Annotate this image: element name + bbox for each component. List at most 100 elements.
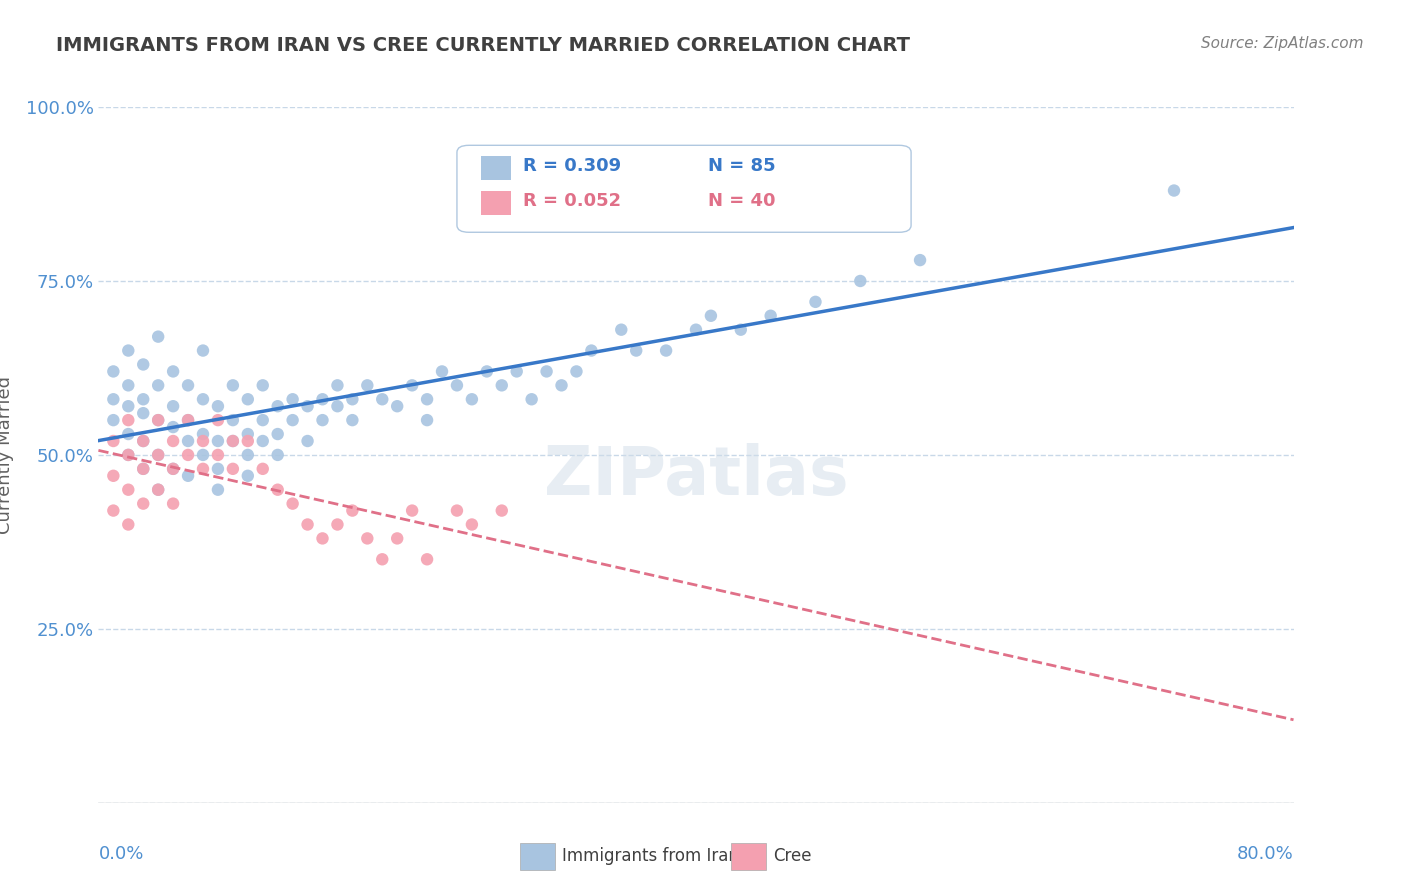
Point xyxy=(326,399,349,413)
Point xyxy=(148,483,170,497)
Point xyxy=(550,378,572,392)
Text: IMMIGRANTS FROM IRAN VS CREE CURRENTLY MARRIED CORRELATION CHART: IMMIGRANTS FROM IRAN VS CREE CURRENTLY M… xyxy=(56,36,910,54)
Point xyxy=(148,448,170,462)
Point xyxy=(565,364,588,378)
Point xyxy=(311,413,333,427)
Point xyxy=(117,517,139,532)
Point xyxy=(401,503,423,517)
Point xyxy=(191,462,214,476)
Point xyxy=(177,378,200,392)
Point xyxy=(132,392,155,407)
Point xyxy=(162,497,184,511)
Point xyxy=(132,434,155,448)
Point xyxy=(207,448,229,462)
Point xyxy=(117,378,139,392)
Point xyxy=(191,343,214,358)
Point xyxy=(117,448,139,462)
Point xyxy=(117,399,139,413)
Point xyxy=(132,434,155,448)
Point xyxy=(148,413,170,427)
Point xyxy=(267,448,290,462)
Point xyxy=(491,378,513,392)
Point xyxy=(222,434,245,448)
Point xyxy=(222,462,245,476)
Text: 80.0%: 80.0% xyxy=(1237,845,1294,863)
Point xyxy=(207,413,229,427)
Point xyxy=(132,406,155,420)
Point xyxy=(103,503,125,517)
Point xyxy=(520,392,543,407)
Point xyxy=(461,517,484,532)
Point xyxy=(446,378,468,392)
Point xyxy=(536,364,558,378)
Point xyxy=(103,468,125,483)
Point xyxy=(207,399,229,413)
Point xyxy=(281,497,304,511)
Point xyxy=(804,294,827,309)
Point xyxy=(461,392,484,407)
Point xyxy=(103,364,125,378)
Point xyxy=(252,413,274,427)
Text: N = 40: N = 40 xyxy=(709,192,776,210)
Point xyxy=(148,413,170,427)
Point xyxy=(908,253,931,268)
Point xyxy=(117,483,139,497)
Text: N = 85: N = 85 xyxy=(709,157,776,175)
Point xyxy=(416,413,439,427)
Point xyxy=(103,434,125,448)
Point xyxy=(162,364,184,378)
Point xyxy=(207,462,229,476)
Point xyxy=(281,413,304,427)
Point xyxy=(252,462,274,476)
Point xyxy=(1163,184,1185,198)
Point xyxy=(416,392,439,407)
Text: 0.0%: 0.0% xyxy=(98,845,143,863)
Point xyxy=(385,399,409,413)
Y-axis label: Currently Married: Currently Married xyxy=(0,376,14,534)
Point xyxy=(267,483,290,497)
Text: R = 0.052: R = 0.052 xyxy=(523,192,621,210)
Point xyxy=(222,434,245,448)
Text: Immigrants from Iran: Immigrants from Iran xyxy=(562,847,740,865)
Point xyxy=(132,497,155,511)
Text: Cree: Cree xyxy=(773,847,811,865)
Point xyxy=(700,309,723,323)
Point xyxy=(207,434,229,448)
Point xyxy=(222,378,245,392)
Point xyxy=(446,503,468,517)
Point xyxy=(103,413,125,427)
Point xyxy=(326,517,349,532)
Point xyxy=(849,274,872,288)
Point xyxy=(475,364,498,378)
FancyBboxPatch shape xyxy=(457,145,911,232)
Point xyxy=(342,392,364,407)
Point xyxy=(385,532,409,546)
Point xyxy=(685,323,707,337)
Point xyxy=(103,392,125,407)
Point xyxy=(297,434,319,448)
Point xyxy=(730,323,752,337)
Point xyxy=(506,364,529,378)
Point xyxy=(342,413,364,427)
Point xyxy=(191,392,214,407)
Point xyxy=(177,434,200,448)
Point xyxy=(416,552,439,566)
Point xyxy=(148,378,170,392)
Point xyxy=(342,503,364,517)
Point xyxy=(162,462,184,476)
Point xyxy=(236,392,259,407)
Point xyxy=(117,343,139,358)
Point xyxy=(177,413,200,427)
Point xyxy=(148,448,170,462)
Point xyxy=(371,392,394,407)
Point xyxy=(191,448,214,462)
Point xyxy=(132,462,155,476)
Point xyxy=(117,413,139,427)
Point xyxy=(222,413,245,427)
Point xyxy=(401,378,423,392)
Point xyxy=(371,552,394,566)
Point xyxy=(491,503,513,517)
Point xyxy=(624,343,647,358)
Point xyxy=(311,532,333,546)
Point xyxy=(267,427,290,442)
